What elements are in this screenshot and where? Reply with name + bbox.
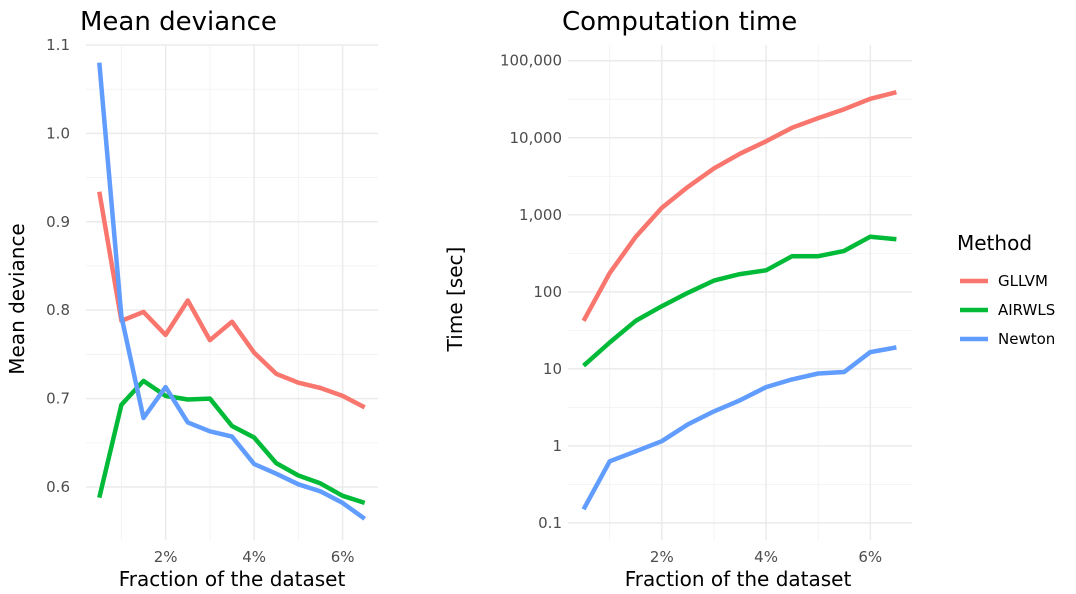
series-line-newton bbox=[581, 345, 897, 511]
legend-item-gllvm: GLLVM bbox=[960, 272, 1048, 290]
x-tick-label: 4% bbox=[754, 548, 778, 566]
y-tick-label: 1.0 bbox=[46, 124, 70, 142]
ticks: 2% 4% 6% 0.1 1 10 100 1,000 10,000 100,000 bbox=[500, 52, 882, 566]
series-line-gllvm bbox=[97, 191, 366, 410]
grid bbox=[568, 45, 912, 540]
x-tick-label: 2% bbox=[650, 548, 674, 566]
y-axis-title: Mean deviance bbox=[5, 223, 29, 374]
x-axis-title: Fraction of the dataset bbox=[119, 567, 346, 590]
y-tick-label: 100,000 bbox=[500, 52, 562, 70]
y-tick-label: 10 bbox=[543, 360, 562, 378]
series-lines bbox=[97, 62, 367, 521]
series-line-gllvm bbox=[581, 90, 897, 322]
legend-label: AIRWLS bbox=[998, 301, 1055, 319]
legend-item-newton: Newton bbox=[960, 330, 1055, 348]
y-tick-label: 0.7 bbox=[46, 390, 70, 408]
y-tick-label: 1,000 bbox=[519, 206, 562, 224]
mean-deviance-panel: Mean deviance 2% 4% 6% 0.6 0.7 0.8 0.9 1.0 1.1 F… bbox=[5, 7, 378, 591]
x-tick-label: 6% bbox=[331, 548, 355, 566]
series-lines bbox=[581, 90, 897, 511]
series-line-airwls bbox=[582, 234, 897, 368]
x-tick-label: 6% bbox=[858, 548, 882, 566]
y-axis-title: Time [sec] bbox=[443, 247, 467, 353]
legend-label: GLLVM bbox=[998, 272, 1048, 290]
legend: Method GLLVM AIRWLS Newton bbox=[957, 231, 1055, 348]
legend-item-airwls: AIRWLS bbox=[960, 301, 1055, 319]
y-tick-label: 10,000 bbox=[510, 129, 563, 147]
x-tick-label: 2% bbox=[154, 548, 178, 566]
y-tick-label: 0.9 bbox=[46, 213, 70, 231]
legend-label: Newton bbox=[998, 330, 1055, 348]
ticks: 2% 4% 6% 0.6 0.7 0.8 0.9 1.0 1.1 bbox=[46, 36, 354, 566]
computation-time-panel: Computation time 2% 4% 6% 0.1 1 10 100 1,000 10,… bbox=[443, 7, 912, 591]
y-tick-label: 0.1 bbox=[538, 514, 562, 532]
grid bbox=[86, 44, 378, 540]
series-line-airwls bbox=[97, 378, 366, 506]
legend-title: Method bbox=[957, 231, 1032, 255]
chart-title: Computation time bbox=[562, 7, 797, 37]
series-line-newton bbox=[97, 62, 367, 521]
y-tick-label: 0.8 bbox=[46, 301, 70, 319]
y-tick-label: 0.6 bbox=[46, 478, 70, 496]
chart-title: Mean deviance bbox=[80, 7, 277, 37]
y-tick-label: 1 bbox=[552, 437, 562, 455]
y-tick-label: 100 bbox=[533, 283, 562, 301]
x-tick-label: 4% bbox=[242, 548, 266, 566]
x-axis-title: Fraction of the dataset bbox=[625, 567, 852, 590]
y-tick-label: 1.1 bbox=[46, 36, 70, 54]
